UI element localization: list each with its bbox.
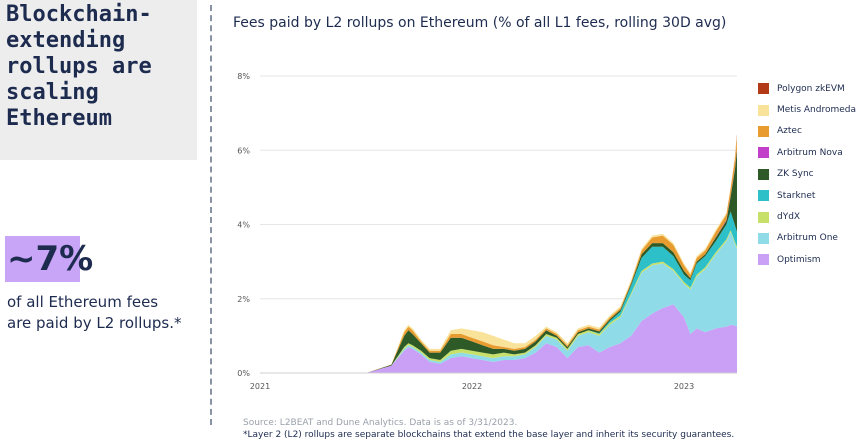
legend-swatch <box>758 147 769 159</box>
headline-box: Blockchain- extending rollups are scalin… <box>0 0 197 160</box>
legend-item-arbitrum-nova: Arbitrum Nova <box>758 142 856 163</box>
y-tick-label: 2% <box>237 295 250 304</box>
y-tick-label: 6% <box>237 146 250 155</box>
legend-item-starknet: Starknet <box>758 185 856 206</box>
key-stat: ~7% <box>7 239 94 279</box>
legend-label: Aztec <box>777 126 802 137</box>
chart-title: Fees paid by L2 rollups on Ethereum (% o… <box>233 15 727 31</box>
x-tick-label: 2023 <box>674 382 694 391</box>
legend-swatch <box>758 125 769 137</box>
key-stat-description: of all Ethereum fees are paid by L2 roll… <box>7 293 182 332</box>
legend-item-polygon-zkevm: Polygon zkEVM <box>758 78 856 99</box>
legend-label: Starknet <box>777 190 816 201</box>
footnote: *Layer 2 (L2) rollups are separate block… <box>243 430 735 440</box>
legend-item-aztec: Aztec <box>758 121 856 142</box>
stacked-area-chart: 0% 2% 4% 6% 8% 2021 2022 2023 <box>237 72 737 391</box>
legend-label: ZK Sync <box>777 169 814 180</box>
section-divider <box>210 5 212 425</box>
x-tick-label: 2021 <box>250 382 270 391</box>
area-optimism <box>260 304 737 373</box>
legend-label: dYdX <box>777 212 801 223</box>
legend-label: Polygon zkEVM <box>777 83 845 94</box>
legend-swatch <box>758 254 769 266</box>
x-tick-label: 2022 <box>462 382 482 391</box>
legend-item-dydx: dYdX <box>758 206 856 227</box>
headline: Blockchain- extending rollups are scalin… <box>6 2 152 131</box>
source-note: Source: L2BEAT and Dune Analytics. Data … <box>243 418 518 428</box>
y-tick-label: 8% <box>237 72 250 81</box>
chart-legend: Polygon zkEVM Metis Andromeda Aztec Arbitru… <box>758 78 856 271</box>
legend-item-metis-andromeda: Metis Andromeda <box>758 99 856 120</box>
legend-label: Arbitrum One <box>777 233 838 244</box>
legend-label: Metis Andromeda <box>777 105 856 116</box>
legend-label: Optimism <box>777 254 821 265</box>
legend-swatch <box>758 232 769 244</box>
legend-item-arbitrum-one: Arbitrum One <box>758 228 856 249</box>
legend-swatch <box>758 83 769 95</box>
legend-swatch <box>758 211 769 223</box>
legend-swatch <box>758 190 769 202</box>
area-arbitrum-one <box>260 231 737 373</box>
legend-item-optimism: Optimism <box>758 249 856 270</box>
y-tick-label: 0% <box>237 369 250 378</box>
legend-swatch <box>758 104 769 116</box>
legend-swatch <box>758 168 769 180</box>
legend-item-zk-sync: ZK Sync <box>758 164 856 185</box>
legend-label: Arbitrum Nova <box>777 147 843 158</box>
stat-highlight <box>5 236 80 282</box>
y-tick-label: 4% <box>237 221 250 230</box>
